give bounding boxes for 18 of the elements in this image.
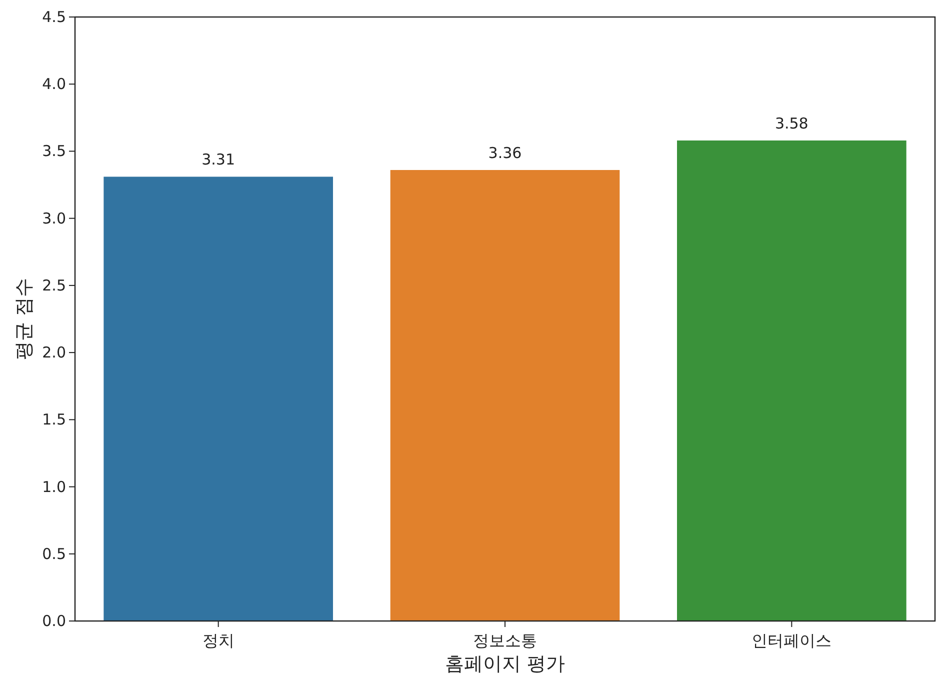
x-tick-label: 정보소통: [473, 631, 537, 650]
y-tick-label: 0.0: [42, 612, 66, 630]
x-axis-title: 홈페이지 평가: [444, 653, 566, 675]
data-label: 3.31: [202, 150, 236, 169]
y-tick-label: 4.0: [42, 75, 66, 94]
data-label: 3.36: [488, 144, 522, 162]
y-axis-title: 평균 점수: [13, 278, 35, 360]
data-label: 3.58: [774, 114, 808, 132]
x-tick-label: 정치: [202, 631, 234, 650]
y-tick-label: 0.5: [42, 544, 66, 563]
y-tick-label: 2.5: [42, 276, 66, 294]
x-tick-label: 인터페이스: [752, 631, 832, 650]
y-tick-label: 3.5: [42, 142, 66, 160]
y-tick-label: 2.0: [42, 344, 66, 362]
y-tick-label: 1.5: [42, 410, 66, 429]
y-tick-label: 1.0: [42, 478, 66, 496]
y-tick-label: 3.0: [42, 209, 66, 228]
y-tick-label: 4.5: [42, 8, 66, 26]
